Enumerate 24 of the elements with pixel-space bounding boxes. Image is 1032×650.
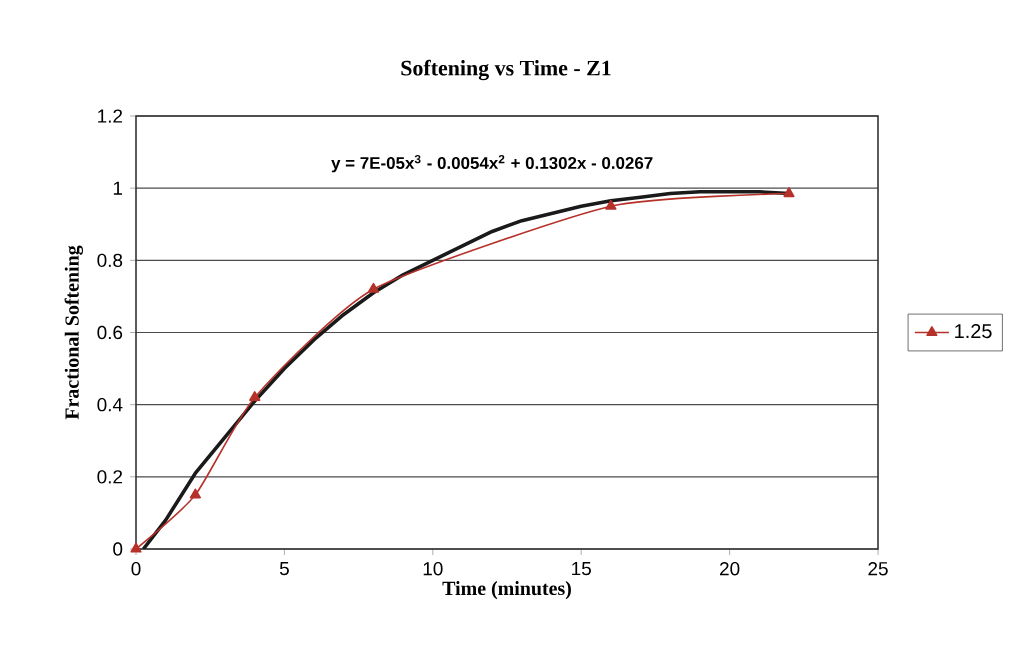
x-tick-label: 15 — [572, 562, 591, 576]
y-tick-label: 1 — [113, 181, 123, 195]
x-tick-label: 0 — [131, 562, 141, 576]
annotation: y = 7E-05x$^{3}$ - 0.0054x$^{2}$ + 0.1302x - 0.0267 — [331, 154, 653, 173]
y-tick-label: 0.2 — [97, 470, 123, 484]
y-tick-label: 0.8 — [97, 253, 123, 268]
y-axis-title: Fractional Softening — [64, 245, 83, 420]
legend-label: 1.25 — [955, 324, 992, 339]
point — [249, 391, 261, 402]
point — [130, 542, 142, 553]
y-tick-label: 0.6 — [97, 325, 123, 340]
x-tick-label: 10 — [423, 562, 443, 576]
point — [783, 187, 795, 198]
y-tick-label: 1.2 — [98, 109, 123, 123]
point — [367, 282, 380, 293]
point — [189, 488, 201, 499]
x-tick-label: 25 — [868, 562, 888, 576]
x-tick-label: 20 — [720, 562, 740, 576]
chart-title: Softening vs Time - Z1 — [401, 59, 611, 81]
x-tick-label: 5 — [279, 562, 289, 576]
point — [605, 199, 617, 210]
x-axis-title: Time (minutes) — [442, 581, 571, 600]
y-tick-label: 0.4 — [97, 397, 123, 412]
y-tick-label: 0 — [113, 542, 123, 556]
